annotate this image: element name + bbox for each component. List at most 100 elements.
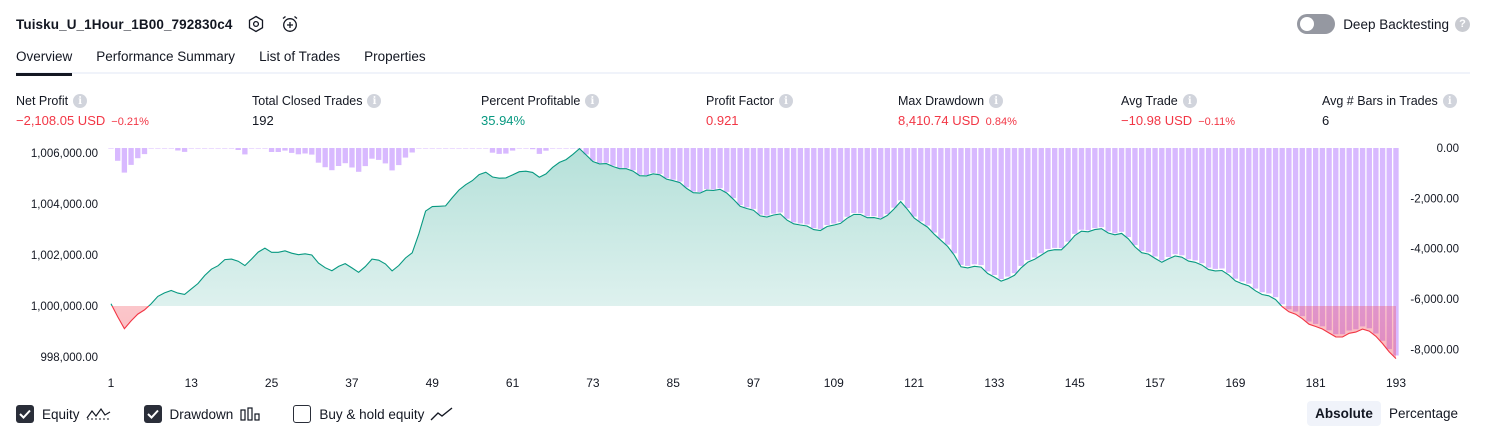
drawdown-bar xyxy=(543,148,549,151)
x-axis-tick: 13 xyxy=(185,376,199,390)
drawdown-bar xyxy=(222,148,228,149)
drawdown-bar xyxy=(617,148,623,168)
info-icon[interactable]: i xyxy=(367,94,382,108)
add-alert-clock-icon[interactable] xyxy=(280,14,300,34)
drawdown-bar xyxy=(141,148,148,155)
drawdown-bar xyxy=(242,148,248,155)
drawdown-bar xyxy=(610,148,616,166)
drawdown-bar xyxy=(295,148,302,155)
drawdown-bar xyxy=(730,148,737,199)
stat-value: −2,108.05 USD xyxy=(16,113,106,128)
stat-value: 35.94% xyxy=(481,113,526,128)
drawdown-bar xyxy=(1212,148,1218,269)
drawdown-bar xyxy=(148,148,154,149)
equity-fill-positive xyxy=(111,148,1282,306)
tab-list-of-trades[interactable]: List of Trades xyxy=(259,49,341,64)
drawdown-bar xyxy=(1359,148,1366,327)
info-icon[interactable]: i xyxy=(73,94,88,108)
drawdown-bar xyxy=(168,148,174,149)
drawdown-bar xyxy=(643,148,650,175)
drawdown-bar xyxy=(208,148,215,149)
stat-value: 8,410.74 USD xyxy=(898,113,980,128)
drawdown-bar xyxy=(904,148,911,208)
x-axis-tick: 61 xyxy=(506,376,520,390)
drawdown-bar xyxy=(1333,148,1339,335)
drawdown-bar xyxy=(697,148,703,192)
drawdown-bar xyxy=(255,148,261,149)
drawdown-bar xyxy=(282,148,288,151)
percentage-button[interactable]: Percentage xyxy=(1388,406,1458,421)
tab-properties[interactable]: Properties xyxy=(364,49,426,64)
drawdown-bar xyxy=(356,148,362,172)
drawdown-bar xyxy=(1219,148,1225,269)
drawdown-bar xyxy=(1346,148,1352,331)
legend-buy-hold-equity[interactable]: Buy & hold equity xyxy=(293,405,454,423)
drawdown-bar xyxy=(235,148,241,150)
deep-backtesting: Deep Backtesting ? xyxy=(1297,12,1470,36)
x-axis-tick: 157 xyxy=(1145,376,1165,390)
drawdown-bars xyxy=(108,148,1399,356)
drawdown-bar xyxy=(161,148,168,149)
right-axis-tick: -4,000.00 xyxy=(1410,244,1459,256)
info-icon[interactable]: i xyxy=(779,94,794,108)
buy-hold-checkbox[interactable] xyxy=(293,405,312,423)
drawdown-bar xyxy=(757,148,763,215)
drawdown-bar xyxy=(1152,148,1158,257)
drawdown-bar xyxy=(302,148,308,154)
deep-backtesting-toggle[interactable] xyxy=(1297,14,1336,34)
absolute-button[interactable]: Absolute xyxy=(1307,401,1381,426)
equity-drawdown-chart[interactable]: 1,006,000.00 1,004,000.00 1,002,000.00 1,00… xyxy=(0,140,1486,396)
drawdown-bar xyxy=(817,148,824,229)
drawdown-bar xyxy=(958,148,964,265)
drawdown-bar xyxy=(871,148,877,217)
drawdown-bar xyxy=(1025,148,1031,261)
drawdown-bar xyxy=(135,148,141,159)
drawdown-bar xyxy=(1031,148,1038,258)
strategy-header: Tuisku_U_1Hour_1B00_792830c4 xyxy=(16,12,300,36)
equity-checkbox[interactable] xyxy=(16,405,34,423)
drawdown-bar xyxy=(898,148,904,201)
drawdown-bar xyxy=(884,148,891,215)
stat-label: Avg Trade xyxy=(1121,94,1178,108)
gear-hexagon-icon[interactable] xyxy=(246,14,266,34)
drawdown-bar xyxy=(1085,148,1091,231)
info-icon[interactable]: i xyxy=(989,94,1004,108)
left-axis-tick: 1,000,000.00 xyxy=(31,301,98,313)
x-axis-tick: 169 xyxy=(1225,376,1245,390)
drawdown-bar xyxy=(215,148,221,149)
drawdown-bar xyxy=(188,148,194,149)
stat-percent-profitable: Percent Profitable i 35.94% xyxy=(481,93,600,128)
drawdown-bar xyxy=(690,148,696,192)
tab-overview[interactable]: Overview xyxy=(16,46,73,76)
legend-drawdown[interactable]: Drawdown xyxy=(143,405,262,423)
x-axis-tick: 49 xyxy=(426,376,440,390)
drawdown-bar xyxy=(550,148,556,149)
drawdown-bar xyxy=(1286,148,1292,310)
x-axis-tick: 181 xyxy=(1306,376,1326,390)
legend-equity[interactable]: Equity xyxy=(16,405,112,423)
drawdown-checkbox[interactable] xyxy=(143,405,162,423)
info-icon[interactable]: i xyxy=(1182,94,1197,108)
x-axis-tick: 37 xyxy=(345,376,359,390)
drawdown-bar xyxy=(683,148,690,188)
drawdown-bar xyxy=(1199,148,1205,264)
drawdown-bar xyxy=(1052,148,1058,248)
drawdown-bar xyxy=(362,148,368,167)
drawdown-bar xyxy=(489,148,496,153)
tab-performance-summary[interactable]: Performance Summary xyxy=(96,49,236,64)
equity-line-icon xyxy=(86,406,112,422)
drawdown-bar xyxy=(911,148,917,217)
drawdown-bar xyxy=(737,148,743,206)
drawdown-bar xyxy=(322,148,328,168)
info-icon[interactable]: i xyxy=(1442,94,1457,108)
drawdown-bar xyxy=(824,148,830,225)
info-icon[interactable]: i xyxy=(585,94,600,108)
drawdown-bar xyxy=(396,148,402,166)
help-icon[interactable]: ? xyxy=(1455,16,1470,32)
drawdown-bar xyxy=(1018,148,1024,266)
drawdown-bar xyxy=(1272,148,1279,298)
drawdown-bar xyxy=(469,148,476,149)
drawdown-bar xyxy=(115,148,121,161)
stat-label: Profit Factor xyxy=(706,94,775,108)
drawdown-bar xyxy=(382,148,389,164)
